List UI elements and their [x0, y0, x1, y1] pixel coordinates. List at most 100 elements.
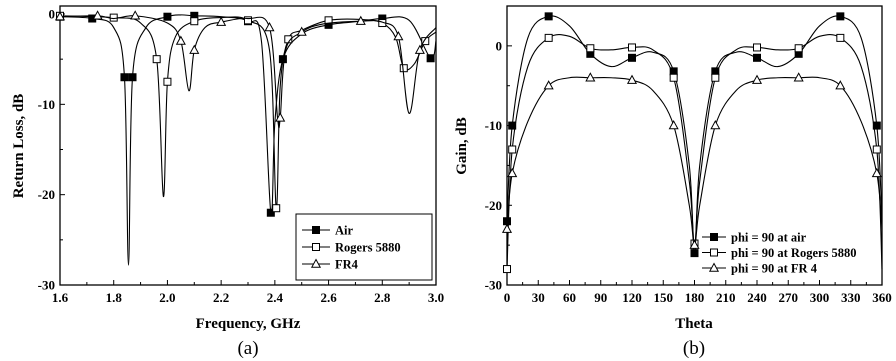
data-point	[544, 12, 553, 21]
legend-marker	[710, 233, 718, 241]
x-tick-label: 150	[654, 290, 674, 305]
data-point	[508, 145, 517, 154]
series-line	[506, 76, 883, 246]
data-point	[355, 15, 366, 25]
x-tick-label: 240	[747, 290, 767, 305]
plot-a-legend: Air Rogers 5880 FR4	[295, 213, 433, 281]
legend-marker	[310, 258, 322, 268]
data-point	[324, 16, 333, 25]
legend-label: Air	[335, 224, 354, 238]
x-tick-label: 60	[563, 290, 576, 305]
plot-a-caption: (a)	[237, 338, 258, 359]
x-tick-label: 360	[872, 290, 892, 305]
data-point	[393, 31, 404, 41]
plot-a-axes: 1.6 1.8 2.0 2.2 2.4 2.6 2.8 3.0 0 -10 -20 -30	[38, 7, 444, 306]
data-point	[175, 35, 186, 45]
legend-marker	[312, 226, 320, 234]
legend-label: phi = 90 at Rogers 5880	[731, 246, 857, 260]
data-point	[163, 12, 172, 21]
data-point	[130, 10, 141, 20]
data-point	[689, 239, 700, 249]
data-point	[501, 223, 513, 233]
data-point	[753, 43, 761, 52]
data-point	[54, 11, 66, 21]
data-point	[628, 53, 636, 62]
x-tick-label: 2.4	[267, 290, 284, 305]
x-tick-label: 120	[622, 290, 642, 305]
data-point	[128, 73, 137, 82]
y-tick-label: -20	[485, 198, 502, 213]
y-tick-label: 0	[496, 38, 503, 53]
data-point	[275, 112, 286, 122]
plot-b-ylabel: Gain, dB	[454, 117, 470, 175]
series-line	[59, 15, 437, 209]
x-tick-label: 330	[841, 290, 861, 305]
data-point	[426, 54, 435, 63]
data-point	[507, 167, 518, 178]
y-tick-label: -10	[485, 118, 502, 133]
x-tick-label: 0	[504, 290, 511, 305]
data-point	[120, 73, 129, 82]
data-point	[586, 44, 595, 53]
plot-b-axes: 0 30 60 90 120 150 180 210 240 270 300 330 360 0 -10 -2…	[485, 38, 892, 305]
data-point	[751, 74, 763, 84]
x-tick-label: 2.0	[159, 290, 175, 305]
data-point	[109, 13, 118, 22]
data-point	[414, 44, 425, 54]
series-line	[506, 33, 883, 270]
data-point	[836, 12, 845, 21]
x-tick-label: 270	[779, 290, 799, 305]
data-point	[585, 72, 596, 82]
data-point	[793, 72, 804, 82]
data-point	[272, 204, 281, 213]
data-point	[296, 26, 307, 36]
data-point	[628, 43, 636, 52]
data-point	[626, 74, 638, 84]
data-point	[163, 77, 172, 86]
data-point	[669, 73, 678, 82]
data-point	[543, 80, 554, 90]
y-tick-label: -30	[485, 278, 502, 293]
plot-a-series	[54, 10, 437, 266]
legend-label: Rogers 5880	[335, 241, 401, 255]
data-point	[872, 145, 881, 154]
data-point	[711, 73, 720, 82]
y-tick-label: 0	[49, 7, 56, 22]
x-tick-label: 1.8	[106, 290, 123, 305]
data-point	[690, 249, 699, 258]
y-tick-label: -10	[38, 97, 55, 112]
data-point	[92, 10, 103, 20]
y-tick-label: -30	[38, 278, 55, 293]
legend-label: phi = 90 at FR 4	[731, 262, 818, 276]
legend-marker	[708, 262, 720, 272]
x-tick-label: 210	[716, 290, 736, 305]
data-point	[753, 53, 761, 62]
plot-b-series	[501, 12, 883, 274]
data-point	[871, 167, 882, 178]
data-point	[399, 64, 408, 73]
plot-b-xlabel: Theta	[675, 316, 713, 332]
data-point	[216, 16, 227, 26]
x-tick-label: 1.6	[52, 290, 69, 305]
x-tick-label: 2.8	[374, 290, 391, 305]
x-tick-label: 300	[810, 290, 830, 305]
plot-a-ylabel: Return Loss, dB	[11, 94, 27, 199]
data-point	[264, 22, 275, 32]
data-point	[244, 16, 252, 25]
data-point	[189, 44, 200, 54]
series-line	[506, 15, 883, 254]
x-tick-label: 3.0	[428, 290, 444, 305]
x-tick-label: 2.6	[320, 290, 337, 305]
plot-b-caption: (b)	[683, 338, 705, 359]
data-point	[710, 120, 721, 130]
plot-a-xlabel: Frequency, GHz	[196, 316, 301, 332]
data-point	[544, 33, 553, 42]
legend-marker	[312, 243, 320, 251]
data-point	[872, 121, 881, 130]
legend-label: phi = 90 at air	[731, 231, 807, 245]
series-line	[59, 15, 437, 129]
data-point	[835, 80, 846, 90]
legend-label: FR4	[335, 258, 359, 272]
data-point	[190, 17, 199, 26]
